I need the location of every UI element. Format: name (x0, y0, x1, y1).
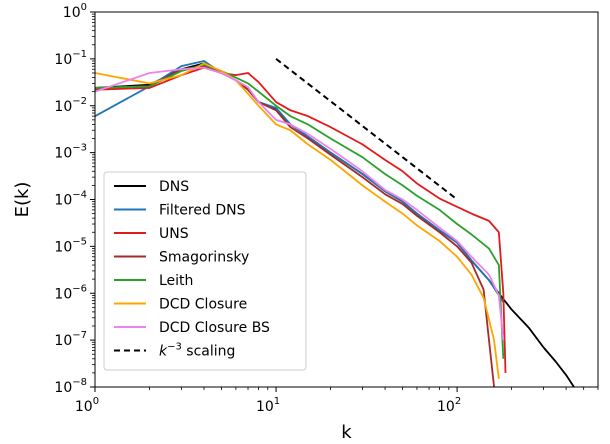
y-tick-label: 10−8 (54, 377, 87, 396)
axes-layer: 100 101 102 100 10−1 10−2 10−3 10−4 10−5 10−6 10−7… (54, 2, 599, 415)
legend-label: UNS (159, 226, 189, 242)
legend: DNS Filtered DNS UNS Smagorinsky Leith DCD Cl… (103, 171, 307, 371)
y-tick-label: 10−5 (54, 236, 87, 255)
y-tick-label: 10−7 (54, 330, 87, 349)
y-tick-label: 10−6 (54, 283, 87, 302)
y-tick-label: 10−2 (54, 96, 87, 115)
legend-label: DCD Closure (159, 297, 247, 313)
y-tick-label: 10−4 (54, 190, 87, 209)
series-line-6 (95, 66, 505, 341)
legend-box (103, 171, 307, 371)
x-axis-label: k (341, 422, 352, 443)
series-line-5 (95, 62, 500, 379)
legend-label: DNS (159, 179, 189, 195)
y-tick-label: 100 (63, 2, 87, 21)
series-layer (95, 58, 576, 387)
legend-label: DCD Closure BS (159, 320, 270, 336)
x-tick-label: 101 (256, 396, 280, 415)
x-tick-label: 102 (437, 396, 461, 415)
legend-label: Smagorinsky (159, 250, 249, 266)
legend-label: Filtered DNS (159, 203, 246, 219)
y-tick-label: 10−3 (54, 143, 87, 162)
legend-label: Leith (159, 273, 193, 289)
x-tick-label: 100 (75, 396, 99, 415)
y-tick-label: 10−1 (54, 49, 87, 68)
series-line-7 (275, 58, 458, 201)
y-axis-label: E(k) (12, 182, 33, 218)
legend-label: k−3 scaling (159, 342, 235, 360)
